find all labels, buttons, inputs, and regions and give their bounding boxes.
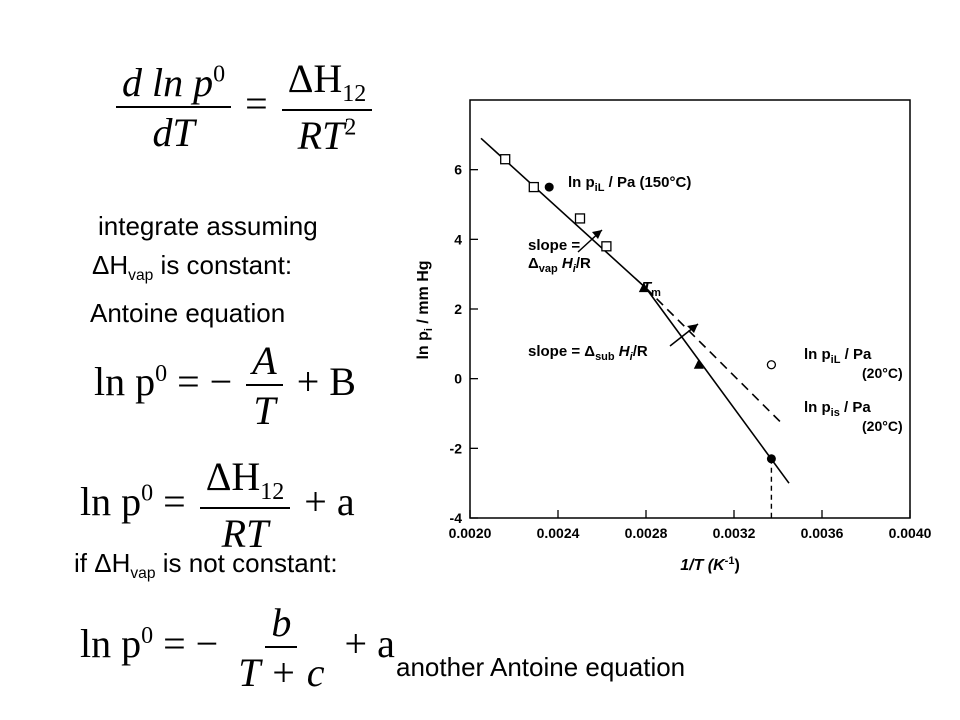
eq1-equals: = (245, 80, 268, 126)
eq3-lhs: ln p (80, 478, 142, 524)
eq2-lhs: ln p (94, 359, 156, 405)
integrate-text-line2: ΔHvap is constant: (92, 250, 292, 291)
chart-axes (469, 99, 911, 519)
equation-integrated-dh: ln p0 = ΔH12 RT + a (80, 456, 355, 555)
eq3-tail: + a (304, 478, 355, 524)
eq1-lhs-num: d ln p (122, 59, 214, 105)
tick-labels: 0.0020 0.0024 0.0028 0.0032 0.0036 0.0040 -4 -2… (449, 162, 932, 541)
eq1-rhs-num-sub: 12 (342, 81, 367, 107)
y-tick-label: 2 (454, 301, 462, 317)
eq3-num: ΔH (205, 454, 261, 499)
x-tick-label: 0.0036 (801, 525, 844, 541)
y-tick-label: -4 (450, 510, 463, 526)
eq3-num-sub: 12 (260, 479, 285, 505)
notconst-post: is not constant: (155, 548, 338, 578)
integrate-dh-sub: vap (128, 267, 154, 285)
open-square-point (601, 241, 612, 252)
series-line-2 (645, 287, 790, 484)
eq4-num: b (271, 600, 292, 645)
equation-antoine-full: ln p0 = − b T + c + a (80, 602, 395, 694)
filled-circle-point (766, 454, 776, 464)
eq3-fraction: ΔH12 RT (199, 454, 291, 557)
x-tick-label: 0.0040 (889, 525, 932, 541)
y-tick-label: 4 (454, 231, 462, 247)
annotation-slope-vap-1: slope = (528, 237, 580, 254)
integrate-text-line1: integrate assuming (98, 211, 318, 241)
annotation-liquid-20: ln piL / Pa (804, 346, 872, 366)
vapor-pressure-chart: 0.0020 0.0024 0.0028 0.0032 0.0036 0.0040 -4 -2… (415, 99, 932, 574)
integrate-post: is constant: (153, 250, 293, 280)
y-axis-title: ln pi / mm Hg (415, 260, 435, 359)
plot-frame (469, 99, 911, 519)
annotation-liquid-20-temp: (20°C) (862, 365, 903, 381)
annotation-solid-20-temp: (20°C) (862, 418, 903, 434)
x-tick-label: 0.0020 (449, 525, 492, 541)
another-antoine-label: another Antoine equation (396, 652, 686, 682)
equation-clausius-clapeyron: d ln p0 dT = ΔH12 RT2 (112, 58, 376, 157)
notconst-pre: if ΔH (74, 548, 131, 578)
eq1-rhs-fraction: ΔH12 RT2 (281, 56, 373, 159)
y-tick-label: 6 (454, 162, 462, 178)
open-square-point (574, 213, 586, 224)
open-circle-point (766, 360, 777, 370)
eq3-den: RT (221, 511, 269, 557)
y-tick-label: 0 (454, 371, 462, 387)
triangle-marker (638, 282, 649, 293)
open-square-point (528, 181, 539, 193)
eq1-lhs-den: dT (152, 109, 195, 155)
eq1-rhs-den-sup: 2 (344, 114, 357, 141)
eq4-lhs-sup: 0 (141, 622, 154, 649)
open-square-point (500, 154, 511, 165)
series-lines (480, 137, 790, 518)
equation-antoine-simple: ln p0 = − A T + B (94, 340, 356, 432)
data-points (500, 154, 777, 464)
eq4-den: T + c (238, 650, 325, 695)
eq4-lhs: ln p (80, 621, 142, 667)
eq3-lhs-sup: 0 (141, 480, 154, 507)
eq2-tail: + B (296, 359, 356, 405)
eq1-rhs-num: ΔH (287, 56, 343, 101)
x-tick-label: 0.0024 (537, 525, 580, 541)
filled-circle-point (544, 182, 554, 192)
annotation-slope-sub: slope = Δsub Hi/R (528, 343, 648, 363)
integrate-dh: ΔH (92, 250, 129, 280)
eq2-eq: = − (177, 359, 233, 405)
annotation-liquid-150: ln piL / Pa (150°C) (568, 174, 691, 194)
eq1-lhs-num-sup: 0 (213, 61, 226, 88)
triangle-marker (693, 358, 704, 369)
eq1-rhs-den: RT (297, 113, 345, 159)
eq4-fraction: b T + c (232, 602, 330, 694)
eq4-tail: + a (344, 621, 395, 667)
eq2-fraction: A T (246, 338, 283, 433)
y-tick-label: -2 (450, 440, 463, 456)
x-tick-label: 0.0028 (625, 525, 668, 541)
arrow-slope-sub-head (687, 324, 698, 333)
x-tick-label: 0.0032 (713, 525, 756, 541)
eq1-lhs-fraction: d ln p0 dT (116, 59, 232, 155)
eq3-eq: = (163, 478, 186, 524)
eq4-eq: = − (163, 621, 219, 667)
series-line-3 (645, 287, 783, 425)
arrow-slope-vap-head (592, 230, 602, 239)
notconst-sub: vap (130, 565, 156, 583)
antoine-label: Antoine equation (90, 298, 286, 328)
eq2-lhs-sup: 0 (155, 360, 168, 387)
x-axis-title: 1/T (K-1) (680, 555, 740, 574)
annotation-slope-vap-2: Δvap Hi/R (528, 255, 591, 275)
eq2-den: T (253, 388, 276, 433)
tick-marks (469, 169, 911, 519)
eq2-num: A (252, 338, 277, 383)
annotation-solid-20: ln pis / Pa (804, 399, 871, 419)
not-constant-text: if ΔHvap is not constant: (74, 548, 338, 589)
annotation-tm: Tm (642, 279, 661, 299)
